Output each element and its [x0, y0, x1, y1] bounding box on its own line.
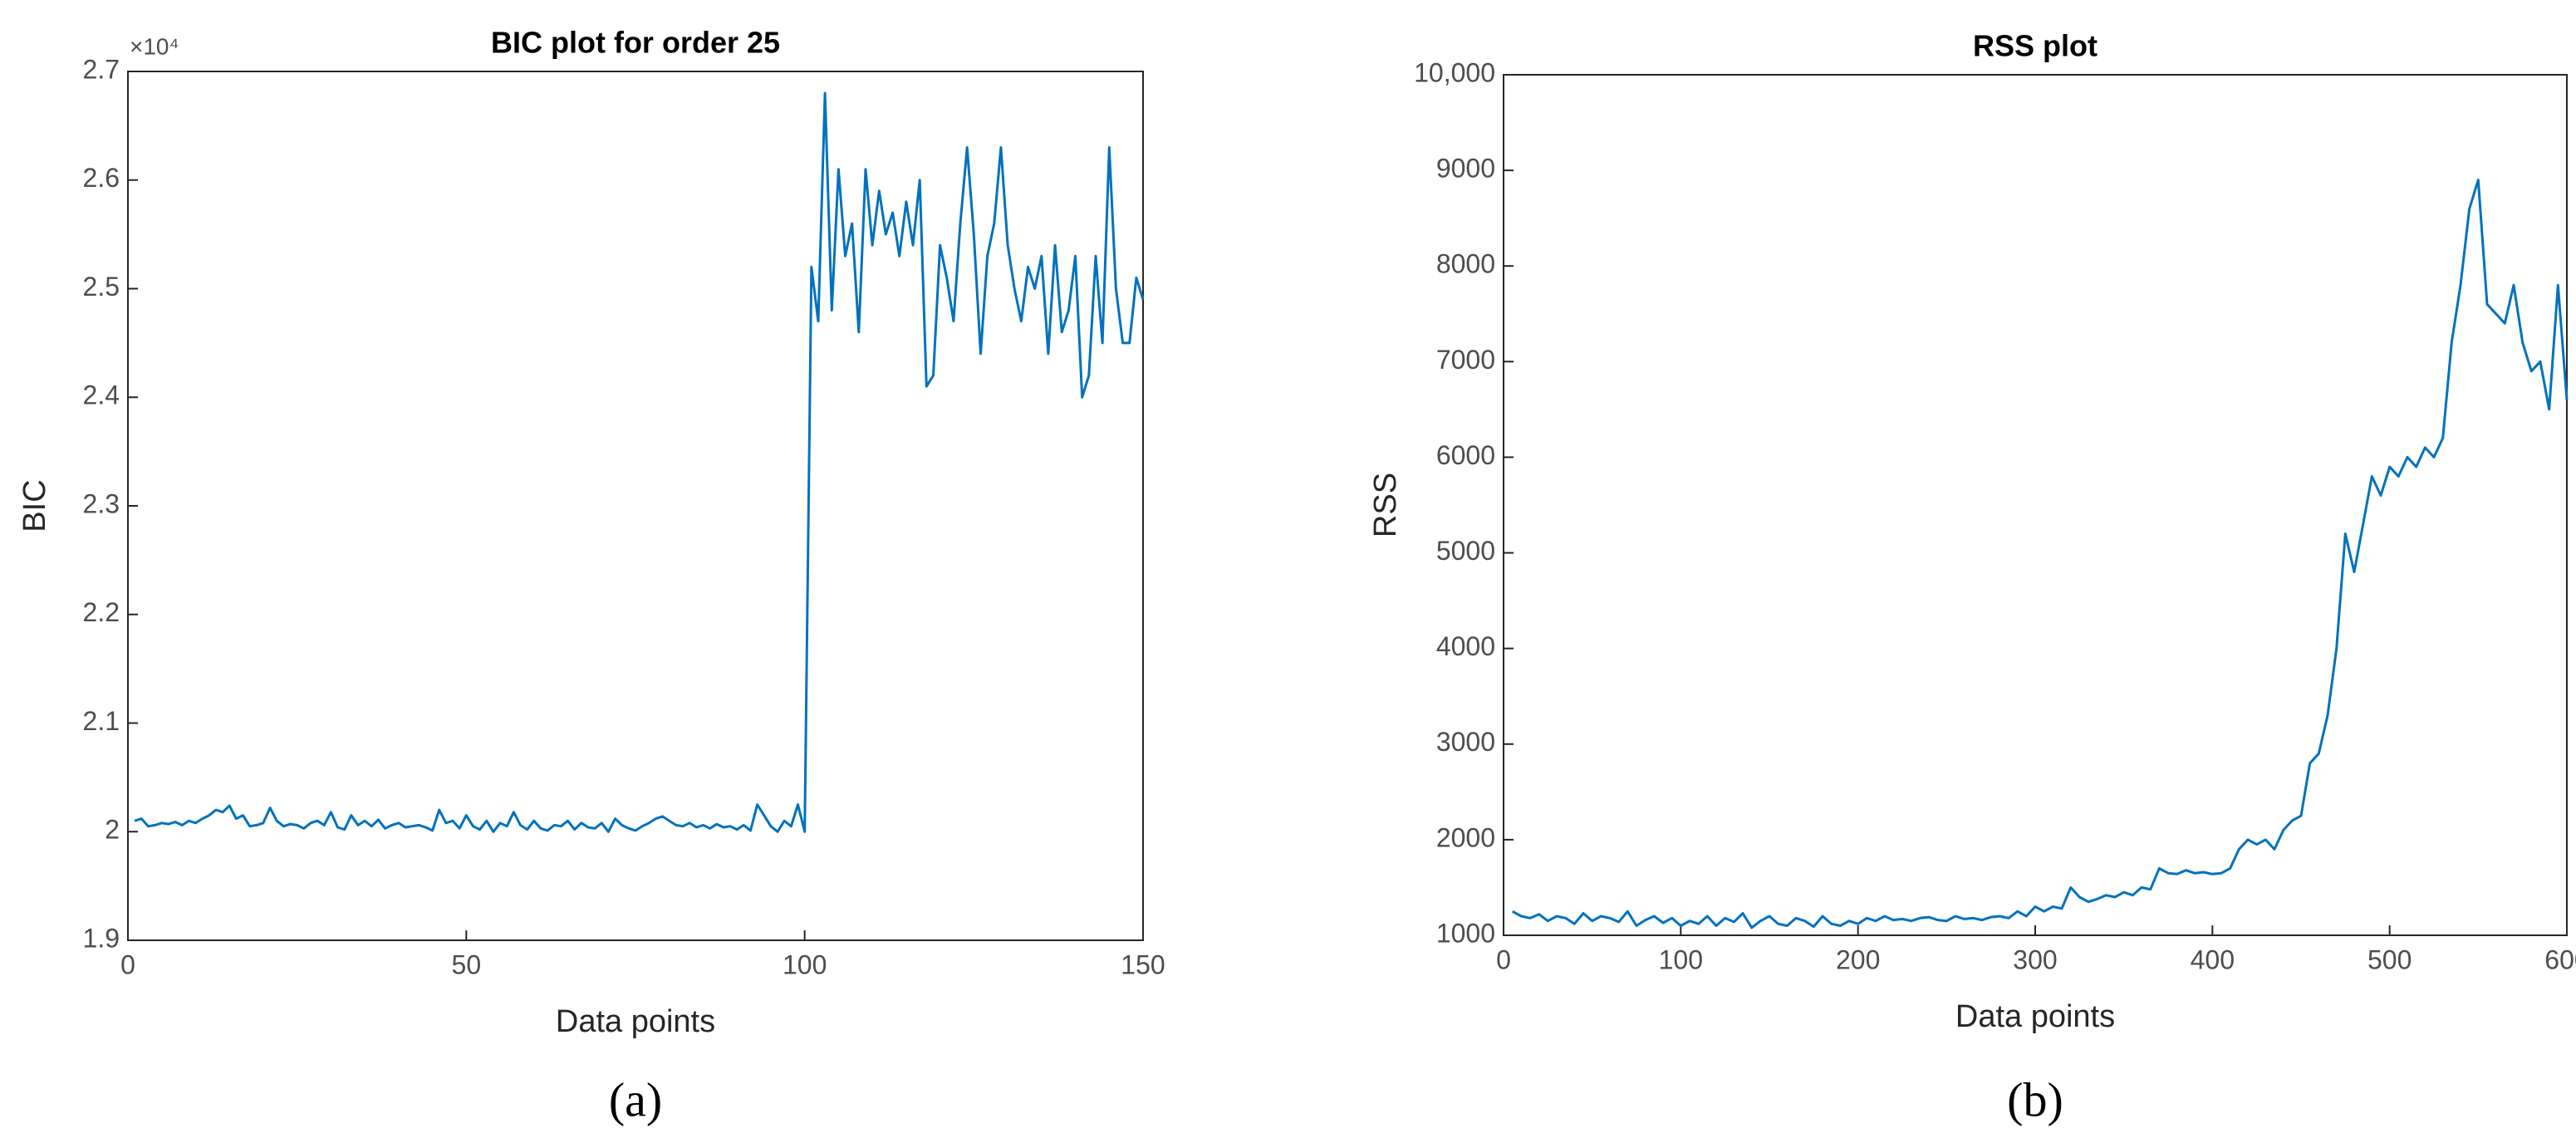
x-tick-label: 600: [2544, 944, 2576, 974]
axes-frame: [1503, 74, 2568, 936]
x-tick-label: 200: [1836, 944, 1880, 974]
y-tick-label: 7000: [1436, 345, 1495, 375]
y-tick-label: 2.3: [83, 488, 120, 518]
y-exponent: ×10⁴: [130, 33, 179, 59]
caption: (b): [2007, 1072, 2063, 1126]
x-tick-label: 150: [1121, 949, 1165, 979]
y-tick-label: 8000: [1436, 249, 1495, 279]
y-tick-label: 3000: [1436, 727, 1495, 757]
y-tick-label: 10,000: [1414, 57, 1495, 87]
y-tick-label: 9000: [1436, 154, 1495, 184]
caption: (a): [609, 1072, 662, 1126]
x-tick-label: 0: [1496, 944, 1511, 974]
y-tick-label: 1.9: [83, 923, 120, 953]
x-tick-label: 50: [452, 949, 482, 979]
x-tick-label: 0: [120, 949, 135, 979]
data-line: [1511, 179, 2569, 929]
x-tick-label: 500: [2367, 944, 2412, 974]
x-axis-label: Data points: [1955, 999, 2115, 1034]
chart-title: RSS plot: [1973, 29, 2098, 63]
x-axis-label: Data points: [556, 1004, 715, 1039]
y-tick-label: 2.7: [83, 54, 120, 84]
y-tick-label: 2.5: [83, 272, 120, 302]
y-axis-label: BIC: [17, 479, 52, 532]
x-tick-label: 100: [1659, 944, 1703, 974]
x-tick-label: 300: [2013, 944, 2057, 974]
chart-title: BIC plot for order 25: [491, 26, 780, 60]
y-tick-label: 4000: [1436, 631, 1495, 661]
axes-frame: [127, 71, 1144, 941]
y-tick-label: 2.2: [83, 597, 120, 627]
y-tick-label: 2.1: [83, 706, 120, 736]
data-line: [134, 91, 1145, 833]
y-tick-label: 2.4: [83, 380, 120, 410]
y-tick-label: 1000: [1436, 918, 1495, 948]
y-tick-label: 5000: [1436, 536, 1495, 566]
y-tick-label: 6000: [1436, 440, 1495, 470]
y-tick-label: 2: [105, 815, 120, 845]
x-tick-label: 400: [2191, 944, 2235, 974]
y-axis-label: RSS: [1368, 473, 1403, 537]
y-tick-label: 2000: [1436, 822, 1495, 852]
y-tick-label: 2.6: [83, 163, 120, 193]
x-tick-label: 100: [783, 949, 827, 979]
